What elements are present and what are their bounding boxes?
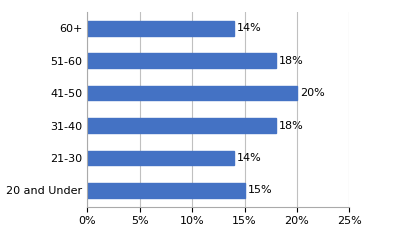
Text: 18%: 18% [279, 56, 304, 66]
Bar [87, 86, 297, 100]
Bar [87, 21, 234, 35]
Bar [87, 151, 234, 165]
Text: 18%: 18% [279, 121, 304, 130]
Bar [87, 183, 245, 198]
Bar [87, 53, 276, 68]
Text: 14%: 14% [237, 153, 262, 163]
Text: 15%: 15% [248, 185, 272, 195]
Bar [87, 118, 276, 133]
Text: 14%: 14% [237, 23, 262, 33]
Text: 20%: 20% [300, 88, 325, 98]
